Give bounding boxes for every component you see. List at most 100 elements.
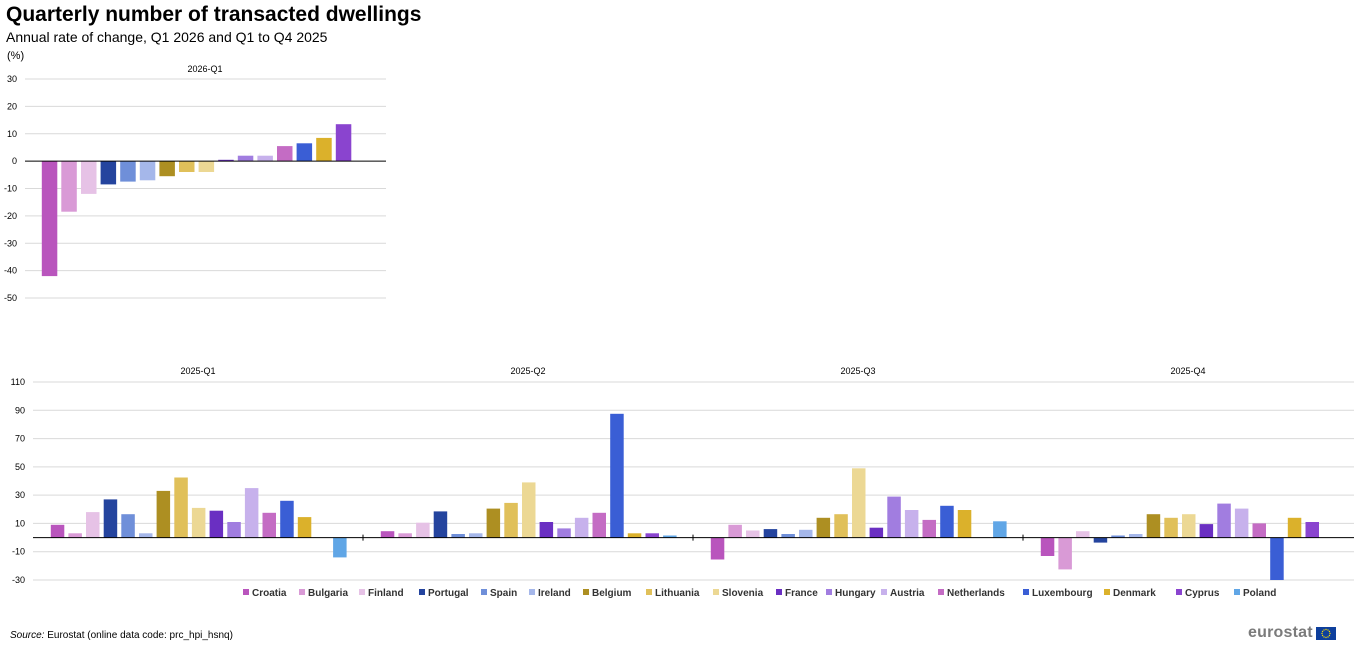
- bar-2026-q1-portugal: [100, 161, 117, 185]
- bar-2025-q2-luxembourg: [610, 413, 624, 538]
- legend-item-finland: Finland: [359, 588, 404, 599]
- legend: Croatia Bulgaria Finland Portugal Spain Irela…: [243, 588, 1276, 599]
- y-tick-label: 0: [12, 156, 17, 166]
- bar-2025-q2-bulgaria: [398, 533, 412, 538]
- bar-2025-q4-belgium: [1146, 514, 1161, 538]
- legend-item-croatia: Croatia: [243, 588, 287, 599]
- bar-2025-q3-luxembourg: [940, 505, 954, 538]
- bar-2025-q2-lithuania: [504, 502, 518, 538]
- legend-item-austria: Austria: [881, 588, 925, 599]
- panel-title-2025-q2: 2025-Q2: [510, 366, 545, 376]
- bar-2025-q2-belgium: [486, 508, 501, 538]
- legend-item-hungary: Hungary: [826, 588, 876, 599]
- eurostat-logo: eurostat: [1248, 624, 1336, 642]
- bar-2025-q4-netherlands: [1252, 523, 1266, 538]
- legend-label: Belgium: [592, 588, 632, 599]
- legend-swatch: [481, 589, 487, 595]
- bar-2025-q2-ireland: [469, 533, 483, 538]
- unit-label: (%): [7, 50, 24, 62]
- bar-2025-q3-ireland: [799, 529, 813, 538]
- y-tick-label: 30: [15, 490, 25, 500]
- bar-2025-q3-finland: [746, 530, 760, 538]
- bar-2025-q2-poland: [663, 535, 677, 538]
- legend-label: Slovenia: [722, 588, 764, 599]
- bar-2025-q4-luxembourg: [1270, 537, 1284, 580]
- legend-swatch: [299, 589, 305, 595]
- bar-2026-q1-cyprus: [335, 124, 352, 162]
- legend-swatch: [243, 589, 249, 595]
- bar-2025-q2-netherlands: [592, 512, 606, 538]
- bar-2026-q1-lithuania: [179, 161, 195, 172]
- legend-label: Bulgaria: [308, 588, 348, 599]
- legend-item-belgium: Belgium: [583, 588, 632, 599]
- bar-2025-q1-croatia: [50, 524, 65, 538]
- legend-item-portugal: Portugal: [419, 588, 469, 599]
- legend-swatch: [776, 589, 782, 595]
- legend-swatch: [826, 589, 832, 595]
- y-tick-label: -30: [4, 238, 17, 248]
- y-tick-label: -10: [12, 547, 25, 557]
- panel-title-2025-q4: 2025-Q4: [1170, 366, 1205, 376]
- bar-2025-q1-portugal: [103, 499, 118, 538]
- bar-2026-q1-austria: [257, 155, 273, 162]
- panel-title-2025-q1: 2025-Q1: [180, 366, 215, 376]
- bar-2025-q3-france: [869, 527, 884, 538]
- bar-2025-q3-spain: [781, 534, 795, 538]
- bar-2026-q1-luxembourg: [296, 143, 313, 162]
- legend-swatch: [1234, 589, 1240, 595]
- bar-2026-q1-denmark: [316, 137, 332, 162]
- legend-swatch: [713, 589, 719, 595]
- legend-item-luxembourg: Luxembourg: [1023, 588, 1093, 599]
- bar-2025-q3-austria: [904, 510, 919, 538]
- bar-2025-q1-belgium: [156, 490, 171, 538]
- bar-2025-q2-portugal: [433, 511, 448, 538]
- y-tick-label: 10: [15, 518, 25, 528]
- bar-2025-q1-luxembourg: [280, 500, 294, 538]
- bar-2025-q1-france: [209, 510, 224, 538]
- bar-2026-q1-slovenia: [198, 161, 215, 172]
- bar-2025-q2-cyprus: [645, 533, 659, 538]
- bar-2025-q3-poland: [993, 521, 1007, 538]
- legend-item-lithuania: Lithuania: [646, 588, 700, 599]
- bar-2025-q4-bulgaria: [1058, 537, 1072, 570]
- bar-2025-q3-denmark: [957, 510, 972, 538]
- legend-label: Austria: [890, 588, 925, 599]
- legend-item-spain: Spain: [481, 588, 517, 599]
- y-tick-label: -40: [4, 266, 17, 276]
- bar-2025-q3-netherlands: [922, 519, 936, 538]
- source-text: Eurostat (online data code: prc_hpi_hsnq…: [47, 630, 233, 641]
- bar-2025-q1-finland: [86, 512, 100, 538]
- y-tick-label: 10: [7, 129, 17, 139]
- legend-label: Netherlands: [947, 588, 1005, 599]
- legend-item-slovenia: Slovenia: [713, 588, 764, 599]
- bar-2025-q3-belgium: [816, 517, 831, 538]
- legend-item-cyprus: Cyprus: [1176, 588, 1220, 599]
- legend-item-bulgaria: Bulgaria: [299, 588, 348, 599]
- legend-label: Cyprus: [1185, 588, 1220, 599]
- legend-label: Poland: [1243, 588, 1276, 599]
- bar-2025-q4-finland: [1076, 531, 1090, 538]
- legend-label: Croatia: [252, 588, 287, 599]
- y-tick-label: 50: [15, 462, 25, 472]
- legend-swatch: [1104, 589, 1110, 595]
- y-tick-label: -50: [4, 293, 17, 303]
- chart-canvas: (%) 2026-Q1 2025-Q1 2025-Q2 2025-Q3 2025…: [4, 50, 1354, 599]
- bar-2025-q4-austria: [1234, 508, 1249, 538]
- y-tick-label: -10: [4, 184, 17, 194]
- bar-2026-q1-france: [218, 159, 234, 162]
- bar-2025-q2-denmark: [627, 533, 642, 538]
- bar-2025-q4-ireland: [1129, 534, 1143, 538]
- bar-2025-q4-france: [1199, 524, 1214, 538]
- bar-2026-q1-ireland: [139, 161, 156, 181]
- y-tick-label: -30: [12, 575, 25, 585]
- panel-2026-q1: 30 20 10 0 -10 -20 -30 -40 -50: [4, 74, 386, 303]
- y-tick-label: -20: [4, 211, 17, 221]
- legend-swatch: [938, 589, 944, 595]
- legend-label: Portugal: [428, 588, 469, 599]
- panel-2025-quarters: 110 90 70 50 30 10 -10 -30: [11, 377, 1354, 585]
- y-tick-label: 30: [7, 74, 17, 84]
- bar-2025-q2-finland: [416, 522, 430, 538]
- legend-item-netherlands: Netherlands: [938, 588, 1005, 599]
- bar-2026-q1-bulgaria: [61, 161, 77, 212]
- bar-2025-q4-hungary: [1217, 503, 1231, 538]
